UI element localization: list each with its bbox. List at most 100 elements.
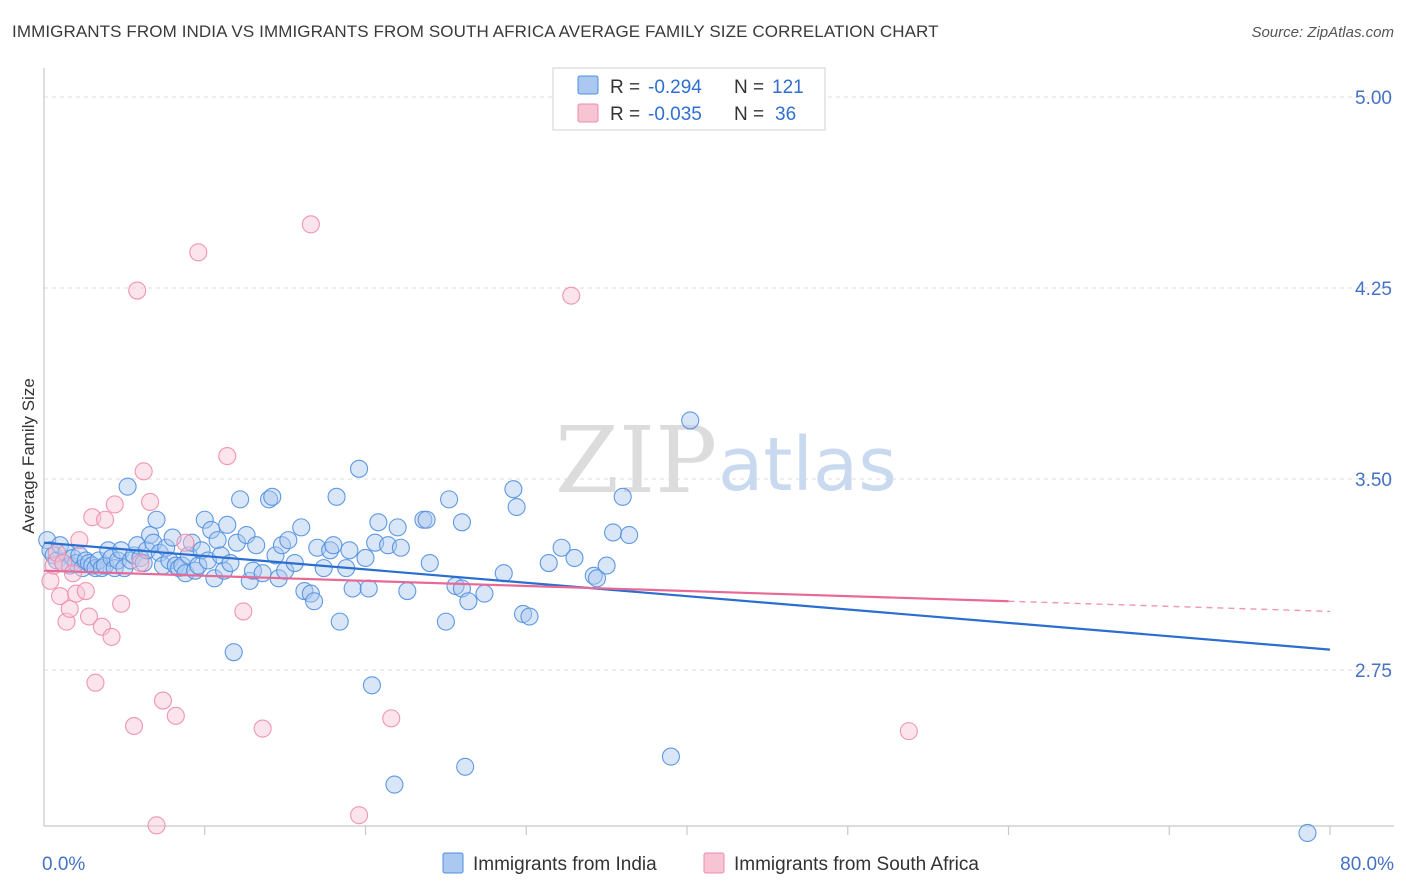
india-point-123: [661, 747, 680, 766]
y-tick-label-2: 3.50: [1355, 470, 1392, 491]
india-r-value: -0.294: [648, 77, 702, 98]
sa-point-19: [124, 716, 144, 736]
india-point-114: [539, 553, 558, 573]
india-point-108: [475, 584, 494, 603]
india-point-95: [388, 518, 407, 537]
sa-point-32: [301, 215, 320, 234]
india-point-66: [259, 490, 279, 509]
y-tick-label-0: 5.00: [1355, 88, 1392, 109]
sa-point-7: [63, 564, 82, 583]
india-point-92: [369, 513, 388, 532]
india-point-60: [231, 490, 250, 509]
sa-point-28: [189, 243, 208, 262]
india-point-110: [504, 480, 523, 499]
sa-point-13: [86, 673, 105, 692]
sa-n-label: N =: [734, 104, 764, 125]
bottom-legend-sa-swatch: [703, 852, 725, 874]
bottom-legend: Immigrants from India Immigrants from So…: [442, 852, 979, 875]
india-point-82: [327, 487, 346, 506]
sa-point-18: [112, 594, 131, 613]
india-point-22: [108, 551, 127, 570]
india-point-87: [350, 459, 369, 478]
sa-point-30: [234, 602, 253, 621]
sa-point-36: [899, 722, 918, 741]
sa-point-34: [382, 709, 401, 728]
sa-legend-swatch: [577, 103, 599, 123]
y-axis-tick-labels: 5.00 4.25 3.50 2.75: [1355, 88, 1392, 682]
india-point-68: [266, 546, 285, 565]
south-africa-points: [41, 215, 918, 835]
india-point-45: [182, 533, 201, 552]
india-point-55: [214, 561, 234, 580]
india-point-72: [279, 531, 298, 550]
sa-point-27: [176, 533, 195, 552]
watermark-atlas: atlas: [718, 422, 897, 508]
india-point-77: [305, 592, 324, 611]
sa-point-24: [147, 816, 166, 835]
india-point-100: [420, 553, 439, 573]
india-point-96: [391, 538, 410, 557]
sa-point-11: [79, 607, 99, 626]
sa-r-label: R =: [610, 104, 640, 125]
india-point-117: [584, 566, 603, 585]
india-point-120: [604, 523, 623, 542]
y-tick-label-3: 2.75: [1355, 661, 1392, 682]
india-point-122: [620, 525, 639, 545]
india-point-111: [507, 497, 526, 517]
sa-point-20: [128, 281, 147, 300]
india-point-59: [227, 533, 246, 552]
x-tick-label-max: 80.0%: [1340, 854, 1394, 875]
sa-point-26: [166, 706, 185, 725]
sa-point-6: [60, 599, 79, 618]
india-n-value: 121: [772, 77, 804, 98]
india-point-49: [195, 510, 214, 529]
india-point-54: [211, 546, 230, 565]
sa-r-value: -0.035: [648, 104, 702, 125]
sa-point-25: [153, 691, 173, 710]
watermark-zip: ZIP: [555, 407, 717, 514]
india-point-64: [247, 536, 266, 555]
india-point-67: [263, 487, 282, 506]
india-point-88: [356, 548, 375, 567]
sa-point-16: [102, 627, 121, 646]
india-point-94: [385, 775, 404, 794]
india-point-80: [321, 541, 340, 560]
sa-point-29: [218, 447, 237, 466]
sa-point-33: [350, 806, 369, 825]
india-point-83: [330, 612, 349, 631]
india-point-121: [613, 487, 632, 506]
india-n-label: N =: [734, 77, 764, 98]
chart-title: IMMIGRANTS FROM INDIA VS IMMIGRANTS FROM…: [12, 22, 939, 41]
india-point-25: [118, 477, 137, 496]
india-point-106: [456, 757, 475, 776]
india-point-89: [359, 579, 378, 598]
india-point-104: [452, 513, 472, 532]
trend-lines: [43, 541, 1331, 651]
india-point-47: [189, 556, 208, 575]
sa-point-23: [141, 492, 160, 511]
sa-point-35: [562, 286, 581, 305]
x-axis-ticks: [204, 826, 1331, 835]
india-point-109: [494, 564, 513, 583]
sa-trend-line-extension: [1008, 600, 1331, 613]
india-point-124: [681, 411, 700, 430]
bottom-legend-sa-label: Immigrants from South Africa: [734, 854, 979, 875]
india-point-116: [565, 548, 584, 567]
india-point-97: [398, 582, 417, 601]
india-point-115: [552, 538, 571, 557]
india-trend-line: [43, 541, 1331, 651]
india-point-118: [587, 569, 607, 588]
source-label: Source: ZipAtlas.com: [1251, 24, 1394, 41]
sa-point-21: [131, 553, 150, 573]
india-point-74: [292, 518, 311, 537]
india-point-101: [436, 612, 455, 631]
india-point-86: [343, 579, 362, 598]
bottom-legend-india-label: Immigrants from India: [473, 854, 657, 875]
india-point-90: [362, 676, 381, 695]
india-point-65: [253, 564, 272, 583]
india-point-99: [417, 510, 436, 529]
india-point-79: [314, 559, 333, 578]
india-point-52: [205, 569, 224, 588]
india-point-29: [131, 548, 150, 567]
